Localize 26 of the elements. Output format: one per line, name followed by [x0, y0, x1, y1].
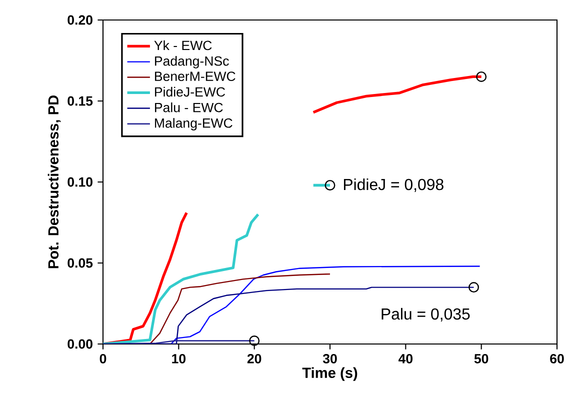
legend-label: Padang-NSc: [155, 56, 229, 68]
y-tick-label: 0.15: [68, 96, 93, 106]
y-axis-title: Pot. Destructiveness, PD: [48, 95, 61, 268]
x-tick-label: 20: [247, 354, 262, 364]
legend-label: Malang-EWC: [155, 118, 232, 130]
legend-label: PidieJ-EWC: [155, 86, 226, 97]
x-tick-label: 40: [398, 354, 413, 364]
y-tick-label: 0.05: [68, 258, 93, 268]
x-tick-label: 30: [322, 354, 337, 364]
y-tick-label: 0.00: [68, 339, 92, 349]
x-tick-label: 60: [550, 354, 564, 364]
x-tick-label: 0: [100, 354, 106, 364]
annotation: PidieJ = 0,098: [344, 178, 444, 192]
y-tick-label: 0.10: [68, 177, 92, 187]
legend-label: Palu - EWC: [155, 102, 223, 112]
point: [249, 336, 260, 346]
annotation: Palu = 0,035: [382, 308, 470, 322]
y-tick-label: 0.20: [68, 15, 92, 25]
legend-label: BenerM-EWC: [155, 72, 236, 82]
x-axis-title: Time (s): [302, 367, 358, 381]
x-tick-label: 50: [474, 354, 488, 364]
point: [476, 71, 487, 82]
legend-label: Yk - EWC: [154, 40, 212, 50]
point: [324, 180, 336, 190]
x-tick-label: 10: [172, 354, 186, 364]
point: [468, 282, 480, 293]
